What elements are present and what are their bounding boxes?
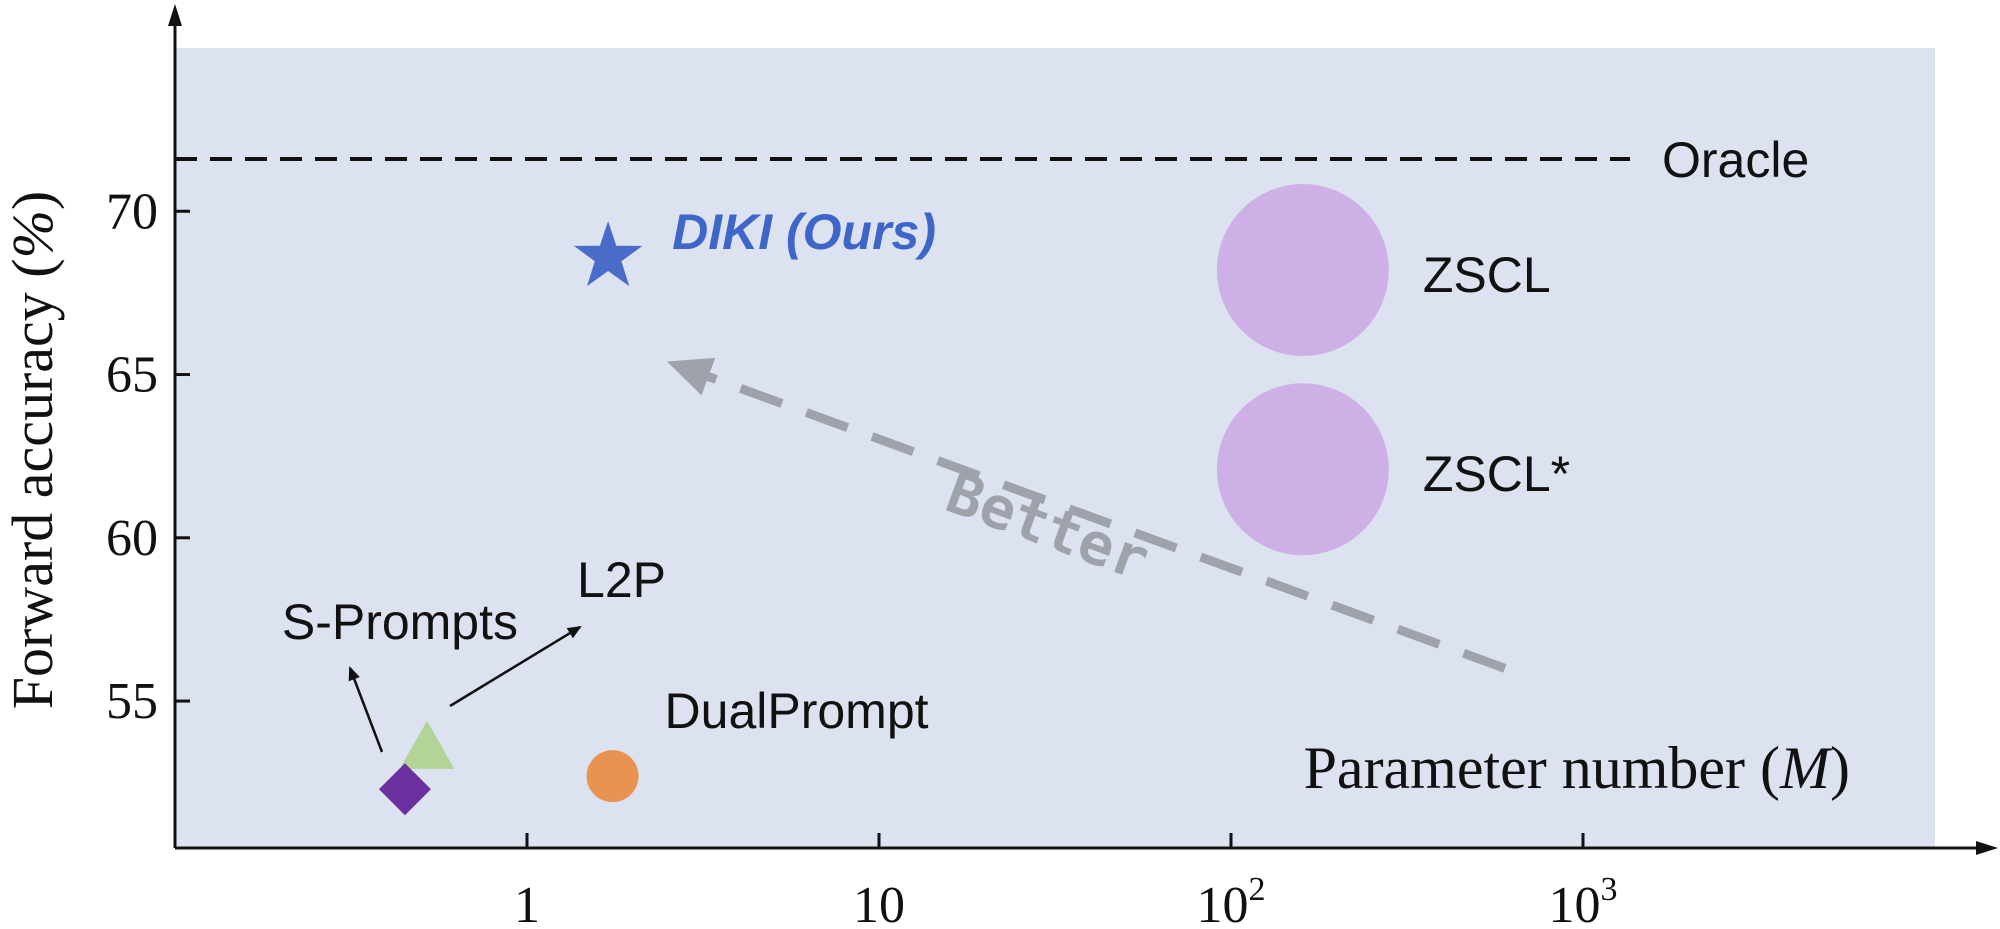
dualprompt-label: DualPrompt — [665, 683, 929, 739]
l2p-label: L2P — [577, 552, 666, 608]
x-tick-label: 103 — [1549, 871, 1618, 929]
x-tick-label-base: 1 — [514, 877, 540, 929]
data-points: DIKI (Ours) ZSCL ZSCL* DualPrompt L2P S-Promp… — [282, 184, 1570, 816]
y-tick-label: 70 — [106, 183, 158, 240]
axes — [168, 4, 1998, 855]
plot-background — [175, 48, 1935, 848]
pointer-arrows — [348, 625, 582, 753]
diki-ours-marker — [573, 221, 643, 287]
y-axis-arrow-icon — [168, 4, 182, 26]
x-tick-label-exponent: 3 — [1601, 871, 1618, 908]
oracle-line-group: Oracle — [175, 132, 1809, 188]
y-ticks: 55 60 65 70 — [106, 183, 190, 730]
x-axis-arrow-icon — [1976, 841, 1998, 855]
x-axis-label-close: ) — [1830, 735, 1850, 801]
zscl-label: ZSCL — [1423, 247, 1551, 303]
x-axis-label-unit: M — [1779, 735, 1833, 801]
y-axis-label: Forward accuracy (%) — [0, 191, 65, 710]
s-prompts-pointer-arrow — [348, 666, 384, 753]
y-tick-label: 65 — [106, 347, 158, 404]
s-prompts-marker — [378, 763, 431, 816]
x-axis-label: Parameter number (M) — [1304, 735, 1850, 801]
zscl-marker — [1216, 383, 1389, 556]
x-tick-label-base: 10 — [1549, 877, 1601, 929]
s-prompts-label: S-Prompts — [282, 594, 518, 650]
l2p-pointer-arrow — [449, 625, 582, 708]
oracle-label: Oracle — [1662, 132, 1809, 188]
zscl-label: ZSCL* — [1423, 446, 1570, 502]
l2p-marker — [399, 720, 455, 769]
better-arrow-line — [706, 372, 1507, 673]
y-tick-label: 55 — [106, 673, 158, 730]
better-arrow-head-icon — [667, 357, 716, 396]
zscl-marker — [1216, 184, 1389, 357]
x-tick-label-base: 10 — [853, 877, 905, 929]
y-axis-label-text: Forward accuracy ( — [0, 258, 65, 709]
diki-ours-label: DIKI (Ours) — [672, 204, 936, 260]
x-tick-label: 102 — [1197, 871, 1266, 929]
x-ticks: 1 10 102 103 — [514, 833, 1618, 929]
y-axis-label-unit: % — [0, 210, 65, 258]
x-tick-label-base: 10 — [1197, 877, 1249, 929]
x-axis-label-text: Parameter number ( — [1304, 735, 1780, 801]
dualprompt-marker — [586, 750, 639, 803]
y-axis-label-close: ) — [0, 191, 65, 210]
x-tick-label-exponent: 2 — [1249, 871, 1266, 908]
x-tick-label: 1 — [514, 877, 540, 929]
x-tick-label: 10 — [853, 877, 905, 929]
y-tick-label: 60 — [106, 510, 158, 567]
